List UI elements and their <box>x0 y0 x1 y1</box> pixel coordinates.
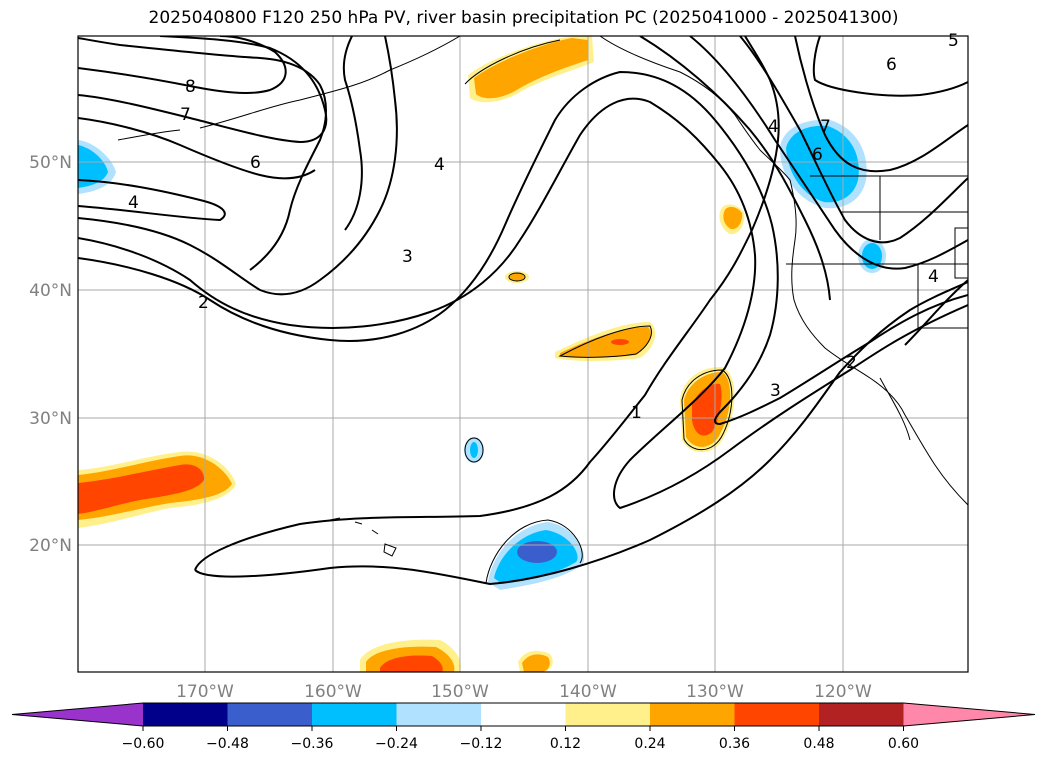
colorbar-tick-label: 0.24 <box>634 736 665 752</box>
colorbar-extend-min <box>12 703 143 726</box>
colorbar-extend-max <box>903 703 1035 726</box>
lon-label: 160°W <box>304 682 362 702</box>
lat-label: 20°N <box>29 536 72 556</box>
colorbar-segment <box>650 703 735 726</box>
colorbar: −0.60 −0.48 −0.36 −0.24 −0.12 0.12 0.24 0.36 0.4… <box>11 702 1036 752</box>
pv-contour-4 <box>78 179 226 222</box>
colorbar-segment <box>565 703 651 726</box>
colorbar-segment <box>481 703 566 726</box>
colorbar-tick-label: 0.12 <box>550 736 581 752</box>
colorbar-segment <box>143 703 228 726</box>
feature-outlines <box>464 39 733 584</box>
colorbar-segment <box>819 703 904 726</box>
colorbar-tick-label: −0.36 <box>291 736 334 752</box>
colorbar-tick-label: 0.36 <box>719 736 750 752</box>
pv-contour-1 <box>194 36 780 571</box>
contour-label: 6 <box>886 55 897 75</box>
longitude-labels: 170°W 160°W 150°W 140°W 130°W 120°W <box>176 682 872 702</box>
contour-label: 4 <box>928 267 939 287</box>
lon-label: 150°W <box>431 682 489 702</box>
contour-label: 1 <box>631 403 642 423</box>
colorbar-tick-label: −0.12 <box>460 736 503 752</box>
contour-label: 2 <box>198 293 209 313</box>
contour-label: 5 <box>948 31 959 51</box>
lon-label: 120°W <box>814 682 872 702</box>
colorbar-segment <box>227 703 313 726</box>
precip-anomaly-shading <box>78 36 886 672</box>
contour-label: 6 <box>812 145 823 165</box>
pv-contour-6 <box>739 36 968 244</box>
lat-label: 30°N <box>29 409 72 429</box>
lat-label: 40°N <box>29 281 72 301</box>
lat-label: 50°N <box>29 153 72 173</box>
contour-label: 7 <box>820 117 831 137</box>
colorbar-segment <box>396 703 482 726</box>
map-frame <box>77 35 969 673</box>
contour-label: 4 <box>128 193 139 213</box>
lon-label: 170°W <box>176 682 234 702</box>
colorbar-tick-label: −0.60 <box>122 736 165 752</box>
baja-coast <box>879 377 911 441</box>
colorbar-tick-label: −0.24 <box>375 736 418 752</box>
contour-label: 4 <box>768 117 779 137</box>
latitude-labels: 50°N 40°N 30°N 20°N <box>29 153 72 556</box>
contour-label: 6 <box>250 153 261 173</box>
pv-contour-2 <box>78 97 968 510</box>
lon-label: 130°W <box>686 682 744 702</box>
contour-labels: 8 7 6 4 2 3 4 1 3 2 4 6 6 4 7 5 <box>128 31 959 423</box>
colorbar-tick-label: 0.48 <box>803 736 834 752</box>
contour-label: 3 <box>402 247 413 267</box>
map-title: 2025040800 F120 250 hPa PV, river basin … <box>148 8 899 28</box>
colorbar-segment <box>312 703 397 726</box>
contour-label: 7 <box>180 105 191 125</box>
alaska-peninsula-coast <box>199 36 461 129</box>
pv-contour-3 <box>78 70 968 426</box>
lon-label: 140°W <box>559 682 617 702</box>
colorbar-tick-label: −0.48 <box>206 736 249 752</box>
pv-contours <box>78 36 968 586</box>
contour-label: 8 <box>185 77 196 97</box>
contour-label: 2 <box>846 353 857 373</box>
colorbar-segment <box>734 703 820 726</box>
contour-label: 3 <box>770 381 781 401</box>
graticule <box>78 36 968 672</box>
colorbar-tick-label: 0.60 <box>888 736 919 752</box>
contour-label: 4 <box>434 155 445 175</box>
